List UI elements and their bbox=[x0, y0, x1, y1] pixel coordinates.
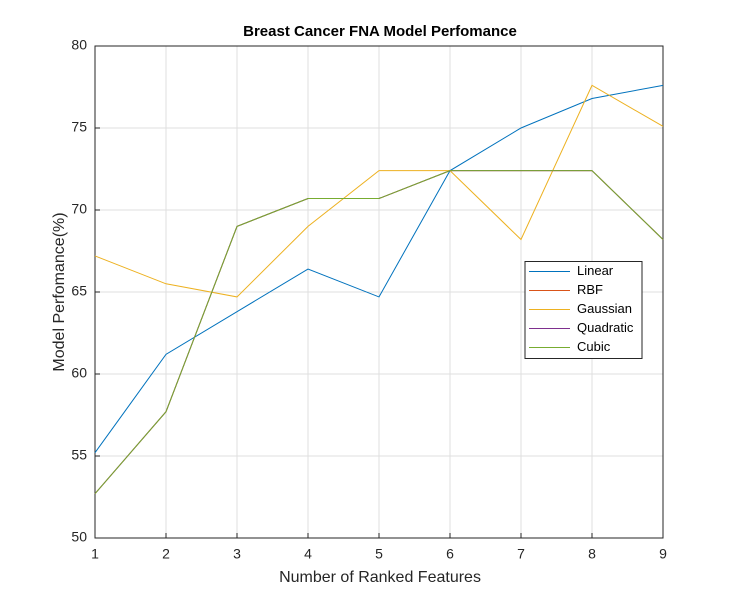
legend-label: RBF bbox=[577, 282, 603, 297]
x-tick-label: 4 bbox=[304, 546, 312, 562]
y-tick-label: 70 bbox=[71, 201, 87, 217]
series-line bbox=[94, 84, 664, 454]
y-tick-label: 65 bbox=[71, 283, 87, 299]
legend-label: Cubic bbox=[577, 339, 611, 354]
y-tick-label: 55 bbox=[71, 447, 87, 463]
y-tick-label: 60 bbox=[71, 365, 87, 381]
x-tick-label: 2 bbox=[162, 546, 170, 562]
x-tick-label: 3 bbox=[233, 546, 241, 562]
x-tick-label: 1 bbox=[91, 546, 99, 562]
y-tick-label: 80 bbox=[71, 37, 87, 53]
series-line bbox=[94, 170, 664, 495]
series-line bbox=[94, 84, 664, 298]
y-axis-label: Model Perfomance(%) bbox=[51, 212, 68, 371]
x-tick-label: 9 bbox=[659, 546, 667, 562]
x-tick-label: 5 bbox=[375, 546, 383, 562]
x-axis-label: Number of Ranked Features bbox=[279, 569, 481, 586]
x-tick-label: 7 bbox=[517, 546, 525, 562]
y-tick-label: 50 bbox=[71, 529, 87, 545]
legend-label: Quadratic bbox=[577, 320, 634, 335]
legend-label: Linear bbox=[577, 263, 614, 278]
x-tick-label: 8 bbox=[588, 546, 596, 562]
axes-box bbox=[94, 45, 664, 539]
x-tick-label: 6 bbox=[446, 546, 454, 562]
legend-label: Gaussian bbox=[577, 301, 632, 316]
chart-title: Breast Cancer FNA Model Perfomance bbox=[243, 23, 517, 40]
y-tick-label: 75 bbox=[71, 119, 87, 135]
